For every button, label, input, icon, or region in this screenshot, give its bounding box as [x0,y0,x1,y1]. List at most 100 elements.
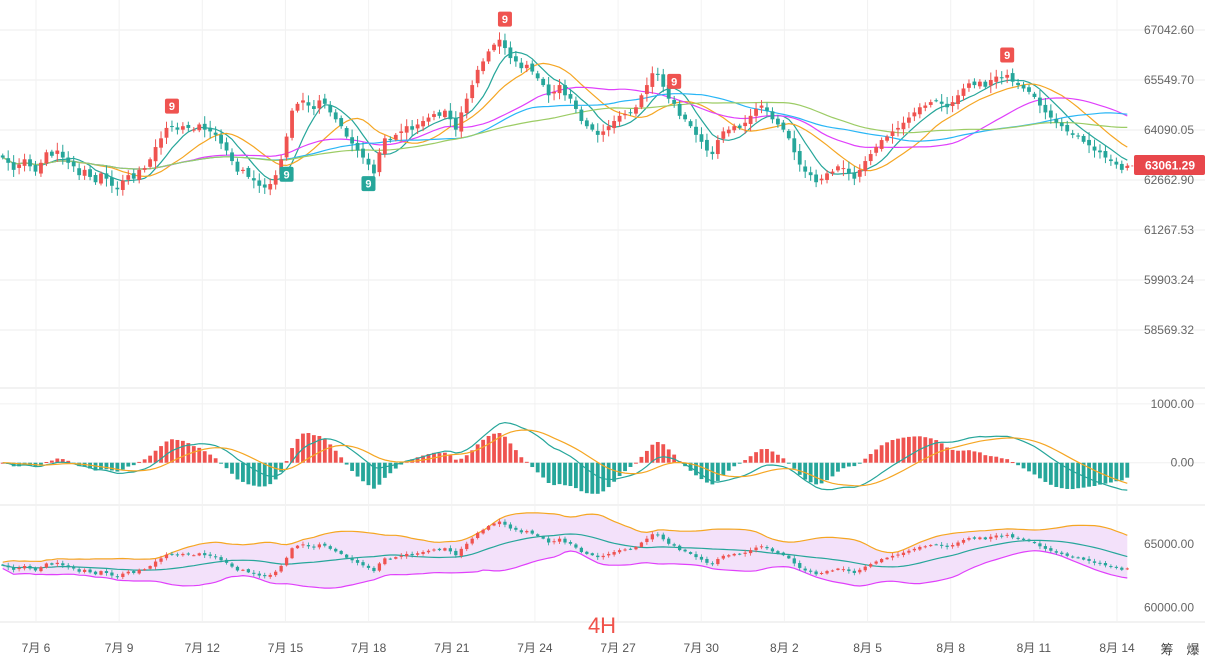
candle-body [66,157,71,163]
boll-candle-body [6,565,10,568]
macd-bar [1076,462,1081,489]
candle-body [251,178,256,181]
candle-body [306,102,311,106]
macd-bar [295,438,300,463]
macd-bar [131,462,136,466]
candle-body [153,147,158,162]
macd-bar [284,461,289,463]
candle-body [623,114,627,116]
candle-body [907,117,911,123]
td-marker-box [279,166,294,182]
macd-bar [175,439,180,463]
macd-bar [148,455,153,463]
macd-bar [93,462,98,471]
candle-body [857,169,862,177]
boll-candle-body [175,554,180,556]
boll-candle-body [1120,567,1124,570]
boll-candle-body [623,549,627,551]
candle-body [262,184,267,188]
macd-bar [999,458,1004,463]
boll-candle-body [317,544,321,548]
candle-body [82,169,87,176]
candle-body [841,168,846,170]
boll-candle-body [257,573,261,576]
boll-candle-body [1092,561,1097,563]
boll-candle-body [328,546,332,549]
td-sell-marker: 9 [667,73,682,89]
td-marker-label: 9 [365,179,371,191]
macd-bar [977,452,982,463]
candle-body [836,166,840,171]
macd-bar [142,459,147,463]
macd-bar [956,450,960,463]
boll-candle-body [568,542,573,544]
candle-body [1021,85,1026,89]
boll-candle-body [699,556,704,560]
candle-body [230,152,234,162]
candle-body [644,85,649,95]
candle-body [290,110,294,138]
date-tick-label: 7月 30 [684,641,720,655]
macd-bar [17,462,22,467]
candle-body [6,158,11,163]
candle-body [901,122,906,130]
macd-bar [306,433,311,463]
macd-bar [339,457,344,463]
macd-bar [721,462,726,476]
price-tick-label: 59903.24 [1144,273,1194,287]
macd-bar [759,449,764,463]
macd-bar [846,462,851,467]
boll-candle-body [1000,535,1004,537]
macd-bar [584,462,589,494]
macd-bar [197,447,202,463]
candle-body [721,131,726,139]
candle-body [1016,82,1021,86]
boll-candle-body [1081,557,1086,560]
candle-body [950,102,955,107]
price-axis[interactable]: 67042.60 65549.70 64090.05 62662.90 61267.53… [1144,23,1194,614]
boll-candle-body [1016,537,1020,539]
macd-bar [513,450,518,463]
boll-candle-body [738,553,742,555]
candle-body [977,81,982,87]
current-price: 63061.29 [1145,159,1195,173]
candle-body [885,136,889,141]
macd-bar [639,456,644,463]
date-tick-label: 8月 5 [853,641,882,655]
macd-bar [786,462,791,464]
candle-body [972,81,977,86]
candle-body [246,167,251,177]
boll-candle-body [345,554,349,558]
candle-body [726,129,731,134]
candle-body [355,142,360,151]
candle-body [77,168,82,176]
time-axis[interactable]: 7月 6 7月 9 7月 12 7月 15 7月 18 7月 21 7月 24 7月 27 7月… [22,641,1135,655]
boll-candle-body [525,531,529,533]
boll-candle-body [934,544,938,546]
candle-body [765,107,769,111]
td-buy-marker: 9 [361,176,376,192]
boll-candle-body [1060,552,1064,554]
macd-bar [273,462,278,480]
macd-bar [770,451,775,463]
macd-bar [213,458,218,463]
macd-bar [765,448,769,463]
boll-candle-body [82,569,87,572]
date-tick-label: 7月 21 [434,641,470,655]
candle-body [208,127,213,132]
boll-upper [2,512,1128,563]
td-marker-box [164,98,179,114]
macd-bar [497,433,502,463]
candle-body [628,112,633,114]
candle-body [792,138,797,153]
candle-body [170,126,174,128]
boll-candle-body [557,538,562,542]
candle-body [803,166,808,172]
candle-body [912,112,917,117]
macd-bar [901,437,906,463]
candle-body [180,126,185,130]
candle-body [852,172,857,179]
td-marker-label: 9 [502,14,508,26]
boll-candle-body [50,563,54,565]
boll-candle-body [323,543,327,546]
